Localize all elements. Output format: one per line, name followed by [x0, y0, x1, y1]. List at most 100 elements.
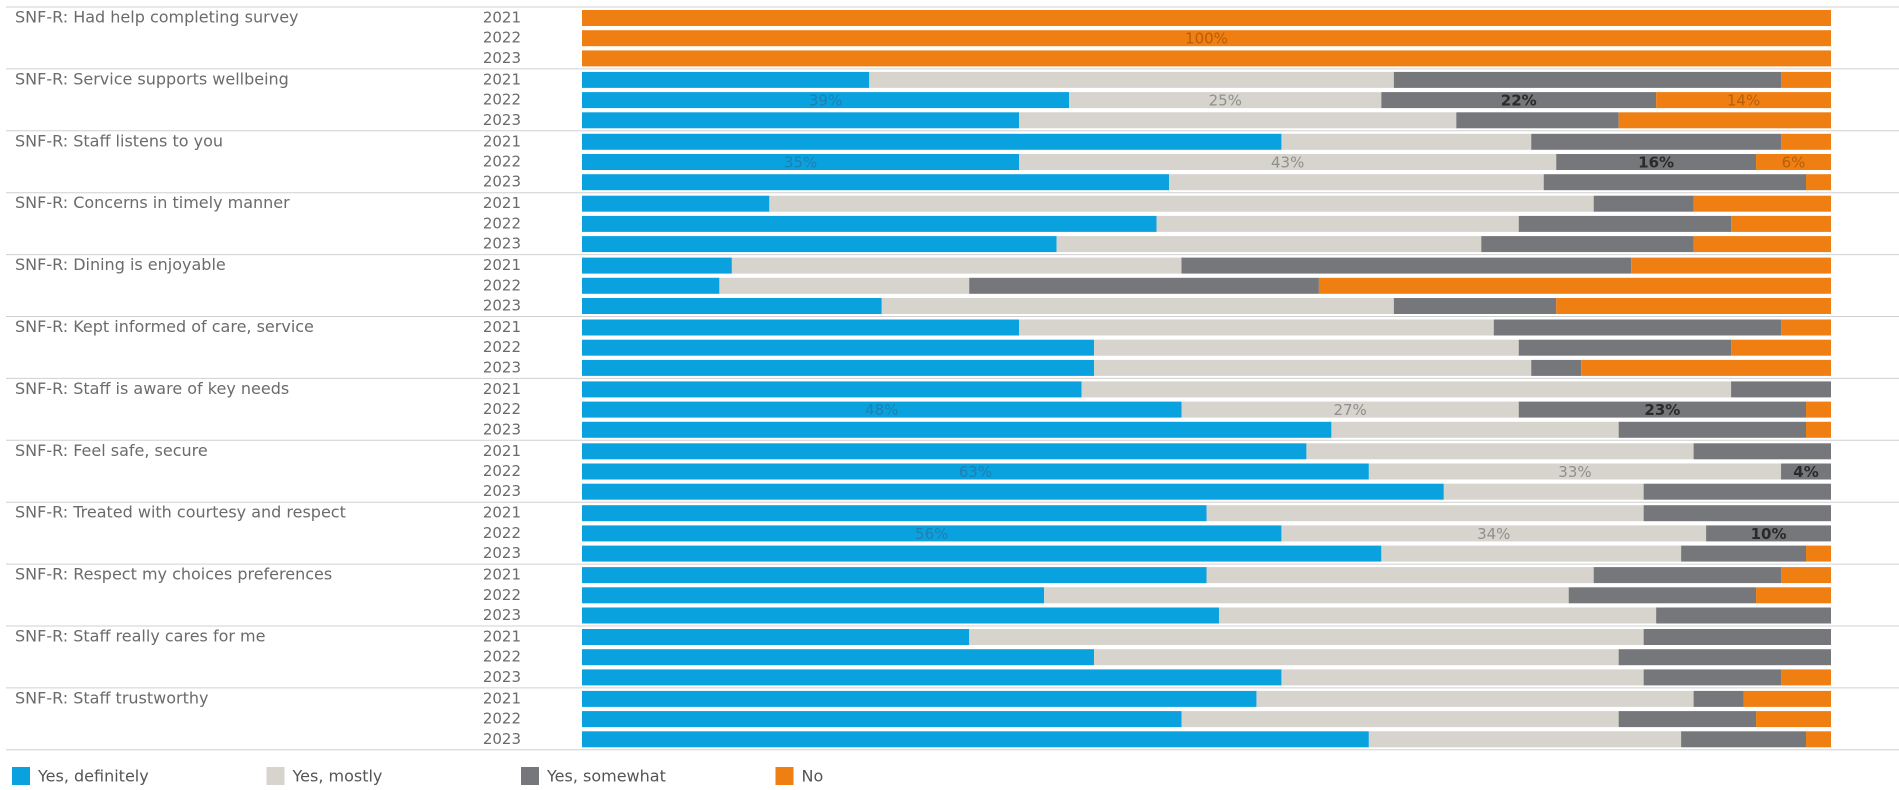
- year-label: 2023: [483, 606, 521, 624]
- year-label: 2023: [483, 730, 521, 748]
- bar-segment: [1693, 443, 1831, 460]
- legend-label: Yes, mostly: [292, 767, 383, 786]
- bar-segment: [1781, 133, 1831, 150]
- bar-segment: [582, 690, 1257, 707]
- bar-segment: [582, 236, 1057, 253]
- bar-segment: [1743, 690, 1831, 707]
- bar-segment: [582, 277, 720, 294]
- bar-segment: [582, 649, 1095, 666]
- year-label: 2021: [483, 442, 521, 460]
- bar-segment: [1618, 421, 1807, 438]
- bar-segment: [769, 195, 1594, 212]
- bar-segment: [582, 215, 1157, 232]
- legend-swatch: [775, 767, 794, 785]
- bar-segment: [1681, 731, 1807, 748]
- value-label: 56%: [915, 525, 948, 543]
- year-label: 2022: [483, 400, 521, 418]
- question-label: SNF-R: Kept informed of care, service: [15, 317, 314, 336]
- question-label: SNF-R: Treated with courtesy and respect: [15, 503, 346, 522]
- question-label: SNF-R: Staff trustworthy: [15, 688, 208, 707]
- bar-segment: [1094, 359, 1532, 376]
- year-label: 2022: [483, 276, 521, 294]
- bar-segment: [582, 10, 1831, 26]
- year-label: 2023: [483, 297, 521, 315]
- bar-segment: [1306, 443, 1694, 460]
- bar-segment: [582, 421, 1332, 438]
- value-label: 10%: [1751, 525, 1787, 543]
- bar-segment: [582, 545, 1382, 562]
- bar-segment: [582, 298, 882, 314]
- bar-segment: [1094, 339, 1519, 356]
- bar-segment: [1443, 483, 1644, 500]
- year-label: 2021: [483, 504, 521, 522]
- year-label: 2021: [483, 256, 521, 274]
- value-label: 22%: [1501, 92, 1537, 110]
- year-label: 2021: [483, 380, 521, 398]
- bar-segment: [1693, 195, 1831, 212]
- year-label: 2022: [483, 524, 521, 542]
- bar-segment: [582, 339, 1095, 356]
- bar-segment: [1156, 215, 1519, 232]
- bar-segment: [719, 277, 970, 294]
- bar-segment: [1256, 690, 1694, 707]
- legend-swatch: [12, 767, 30, 785]
- bar-segment: [1806, 545, 1831, 562]
- bar-segment: [1543, 174, 1807, 191]
- year-label: 2022: [483, 29, 521, 47]
- bar-segment: [1631, 257, 1831, 274]
- value-label: 25%: [1209, 92, 1242, 110]
- bar-segment: [1019, 112, 1457, 129]
- bar-segment: [582, 629, 970, 645]
- bar-segment: [1706, 525, 1831, 542]
- bar-segment: [1643, 505, 1831, 522]
- bar-segment: [1381, 92, 1657, 109]
- bar-segment: [1181, 257, 1632, 274]
- bar-segment: [1281, 669, 1644, 686]
- value-label: 6%: [1782, 154, 1806, 172]
- bar-segment: [582, 195, 770, 212]
- bar-segment: [582, 711, 1182, 728]
- bar-segment: [881, 298, 1394, 314]
- bar-segment: [1206, 567, 1594, 584]
- bar-segment: [1593, 195, 1694, 212]
- year-label: 2022: [483, 648, 521, 666]
- bar-segment: [582, 174, 1170, 191]
- bar-segment: [1531, 133, 1782, 150]
- legend-label: No: [802, 767, 824, 786]
- bar-segment: [1643, 629, 1831, 645]
- bar-segment: [1781, 319, 1831, 336]
- bar-segment: [1368, 463, 1782, 480]
- bar-segment: [1781, 463, 1831, 480]
- bar-segment: [1618, 711, 1757, 728]
- year-label: 2022: [483, 462, 521, 480]
- question-label: SNF-R: Respect my choices preferences: [15, 565, 332, 584]
- bar-segment: [731, 257, 1182, 274]
- bar-segment: [1206, 505, 1644, 522]
- bar-segment: [1556, 154, 1757, 170]
- bar-segment: [1568, 587, 1757, 604]
- legend-label: Yes, somewhat: [546, 767, 666, 786]
- year-label: 2023: [483, 420, 521, 438]
- value-label: 100%: [1185, 30, 1228, 48]
- bar-segment: [1069, 92, 1382, 109]
- value-label: 48%: [865, 401, 898, 419]
- bar-segment: [582, 319, 1020, 336]
- year-label: 2021: [483, 70, 521, 88]
- value-label: 23%: [1644, 401, 1680, 419]
- bar-segment: [1681, 545, 1807, 562]
- bar-segment: [1094, 649, 1619, 666]
- bar-segment: [969, 629, 1644, 645]
- bar-segment: [582, 133, 1282, 150]
- bar-segment: [1019, 319, 1494, 336]
- bar-segment: [582, 607, 1219, 624]
- bar-segment: [1643, 483, 1831, 500]
- bar-segment: [1581, 359, 1831, 376]
- bar-segment: [582, 463, 1369, 480]
- bar-segment: [1693, 236, 1831, 253]
- bar-segment: [1756, 711, 1831, 728]
- bar-segment: [969, 277, 1319, 294]
- bar-segment: [1693, 690, 1744, 707]
- bar-segment: [1081, 381, 1732, 398]
- question-label: SNF-R: Concerns in timely manner: [15, 193, 290, 212]
